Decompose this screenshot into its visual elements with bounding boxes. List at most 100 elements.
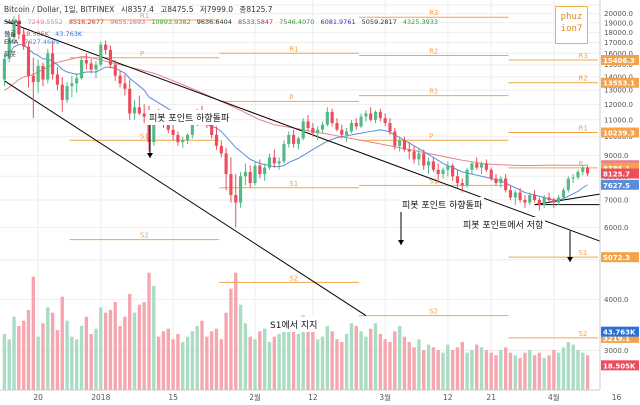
- price-tag: 18.505K: [601, 360, 639, 371]
- candle: [335, 123, 339, 130]
- logo-line: phuz: [560, 12, 583, 22]
- price-tag: 10239.3: [601, 127, 639, 138]
- candle: [185, 134, 190, 141]
- price-tick-label: 19000.0: [604, 19, 633, 27]
- time-tick-label: 12: [443, 393, 453, 402]
- volume-bar: [470, 350, 474, 390]
- pivot-label-s2: S2: [578, 330, 587, 338]
- candle: [51, 53, 55, 75]
- price-tick-label: 16000.0: [604, 50, 633, 58]
- volume-bar: [446, 344, 450, 390]
- candle: [586, 167, 590, 174]
- candle: [128, 88, 132, 114]
- volume-bar: [344, 334, 349, 390]
- candle: [75, 78, 79, 84]
- annotation-s1-support: S1에서 지지: [268, 317, 320, 332]
- price-tick-label: 11000.0: [604, 116, 633, 124]
- volume-legend[interactable]: 볼륨 18.505K 43.763K: [4, 28, 86, 38]
- volume-bar: [147, 272, 151, 390]
- price-tag-bg: [601, 179, 639, 190]
- candle: [94, 64, 98, 70]
- ohlc-high: 고8475.5: [160, 5, 194, 14]
- candle: [277, 161, 281, 164]
- pivot-label-s2: S2: [289, 274, 298, 282]
- candle: [123, 83, 127, 89]
- candle: [484, 163, 488, 170]
- time-tick-label: 15: [168, 393, 178, 402]
- pivot-label-r3: R3: [429, 9, 438, 17]
- pivot-label-p: P: [578, 160, 582, 168]
- price-tag-label: 43.763K: [603, 329, 636, 337]
- volume-bar: [422, 350, 426, 390]
- price-tag-bg: [601, 127, 639, 138]
- candle: [17, 20, 21, 35]
- price-tick-label: 4000.0: [604, 296, 629, 304]
- price-tag-bg: [601, 54, 639, 65]
- price-tick-label: 7000.0: [604, 197, 629, 205]
- price-tag-label: 5072.3: [603, 254, 630, 262]
- candle: [243, 171, 247, 177]
- volume-bar: [287, 318, 291, 390]
- candle: [7, 37, 11, 59]
- candle: [523, 200, 527, 203]
- candle: [528, 195, 532, 203]
- candle: [292, 134, 296, 144]
- price-tag-bg: [601, 252, 639, 263]
- candle: [12, 20, 16, 38]
- volume-bar: [209, 331, 214, 390]
- volume-bar: [359, 331, 363, 390]
- volume-bar: [123, 316, 127, 390]
- candle: [118, 75, 122, 84]
- annotation-pivot-resistance: 피봇 포인트에서 저항: [461, 217, 546, 232]
- candle: [287, 134, 291, 144]
- sma-legend[interactable]: SMAs 7249.5552 8516.2677 9655.1693 10893…: [4, 18, 442, 26]
- candle: [561, 190, 566, 198]
- chart-header: Bitcoin / Dollar, 1일, BITFINEX 시8357.4 고…: [4, 4, 277, 15]
- time-tick-label: 2018: [91, 393, 110, 402]
- candle: [113, 64, 117, 76]
- candle: [22, 34, 26, 47]
- candle: [393, 131, 397, 146]
- pivot-legend[interactable]: 피봇: [4, 48, 20, 58]
- pivot-label-p: P: [140, 50, 144, 58]
- volume-bar: [94, 328, 98, 390]
- volume-bar: [137, 304, 142, 390]
- volume-bar: [489, 352, 493, 390]
- volume-bar: [455, 347, 460, 390]
- sma-value: 10893.9382: [151, 18, 191, 26]
- candle: [190, 123, 194, 135]
- time-tick-label: 12: [308, 393, 318, 402]
- price-tag-bg: [601, 326, 639, 337]
- sma-value: 7249.5552: [27, 18, 63, 26]
- volume-bar: [436, 350, 440, 390]
- candle: [41, 65, 45, 80]
- candle: [214, 134, 219, 146]
- volume-bar: [243, 323, 248, 390]
- volume-bar: [585, 355, 590, 390]
- candle: [508, 190, 513, 198]
- candle: [518, 192, 522, 201]
- candle: [2, 58, 6, 80]
- pivot-label-s2: S2: [429, 308, 438, 316]
- candle: [282, 143, 286, 162]
- candle: [210, 123, 214, 135]
- candle: [108, 49, 113, 65]
- volume-bar: [99, 307, 103, 390]
- volume-bar: [340, 342, 344, 390]
- ema-legend[interactable]: EMA 7627.4689: [4, 38, 63, 46]
- volume-bar: [50, 312, 55, 390]
- volume-bar: [103, 312, 108, 390]
- candle: [224, 153, 228, 175]
- pivot-label: 피봇: [4, 50, 16, 58]
- candle: [272, 157, 276, 164]
- candle: [460, 183, 464, 186]
- price-tag-bg: [601, 332, 639, 343]
- trendline: [4, 20, 640, 257]
- candle: [557, 197, 561, 203]
- volume-bar: [581, 352, 585, 390]
- candle: [166, 121, 170, 130]
- candle: [229, 174, 233, 195]
- candle: [407, 149, 411, 152]
- volume-bar: [156, 336, 161, 390]
